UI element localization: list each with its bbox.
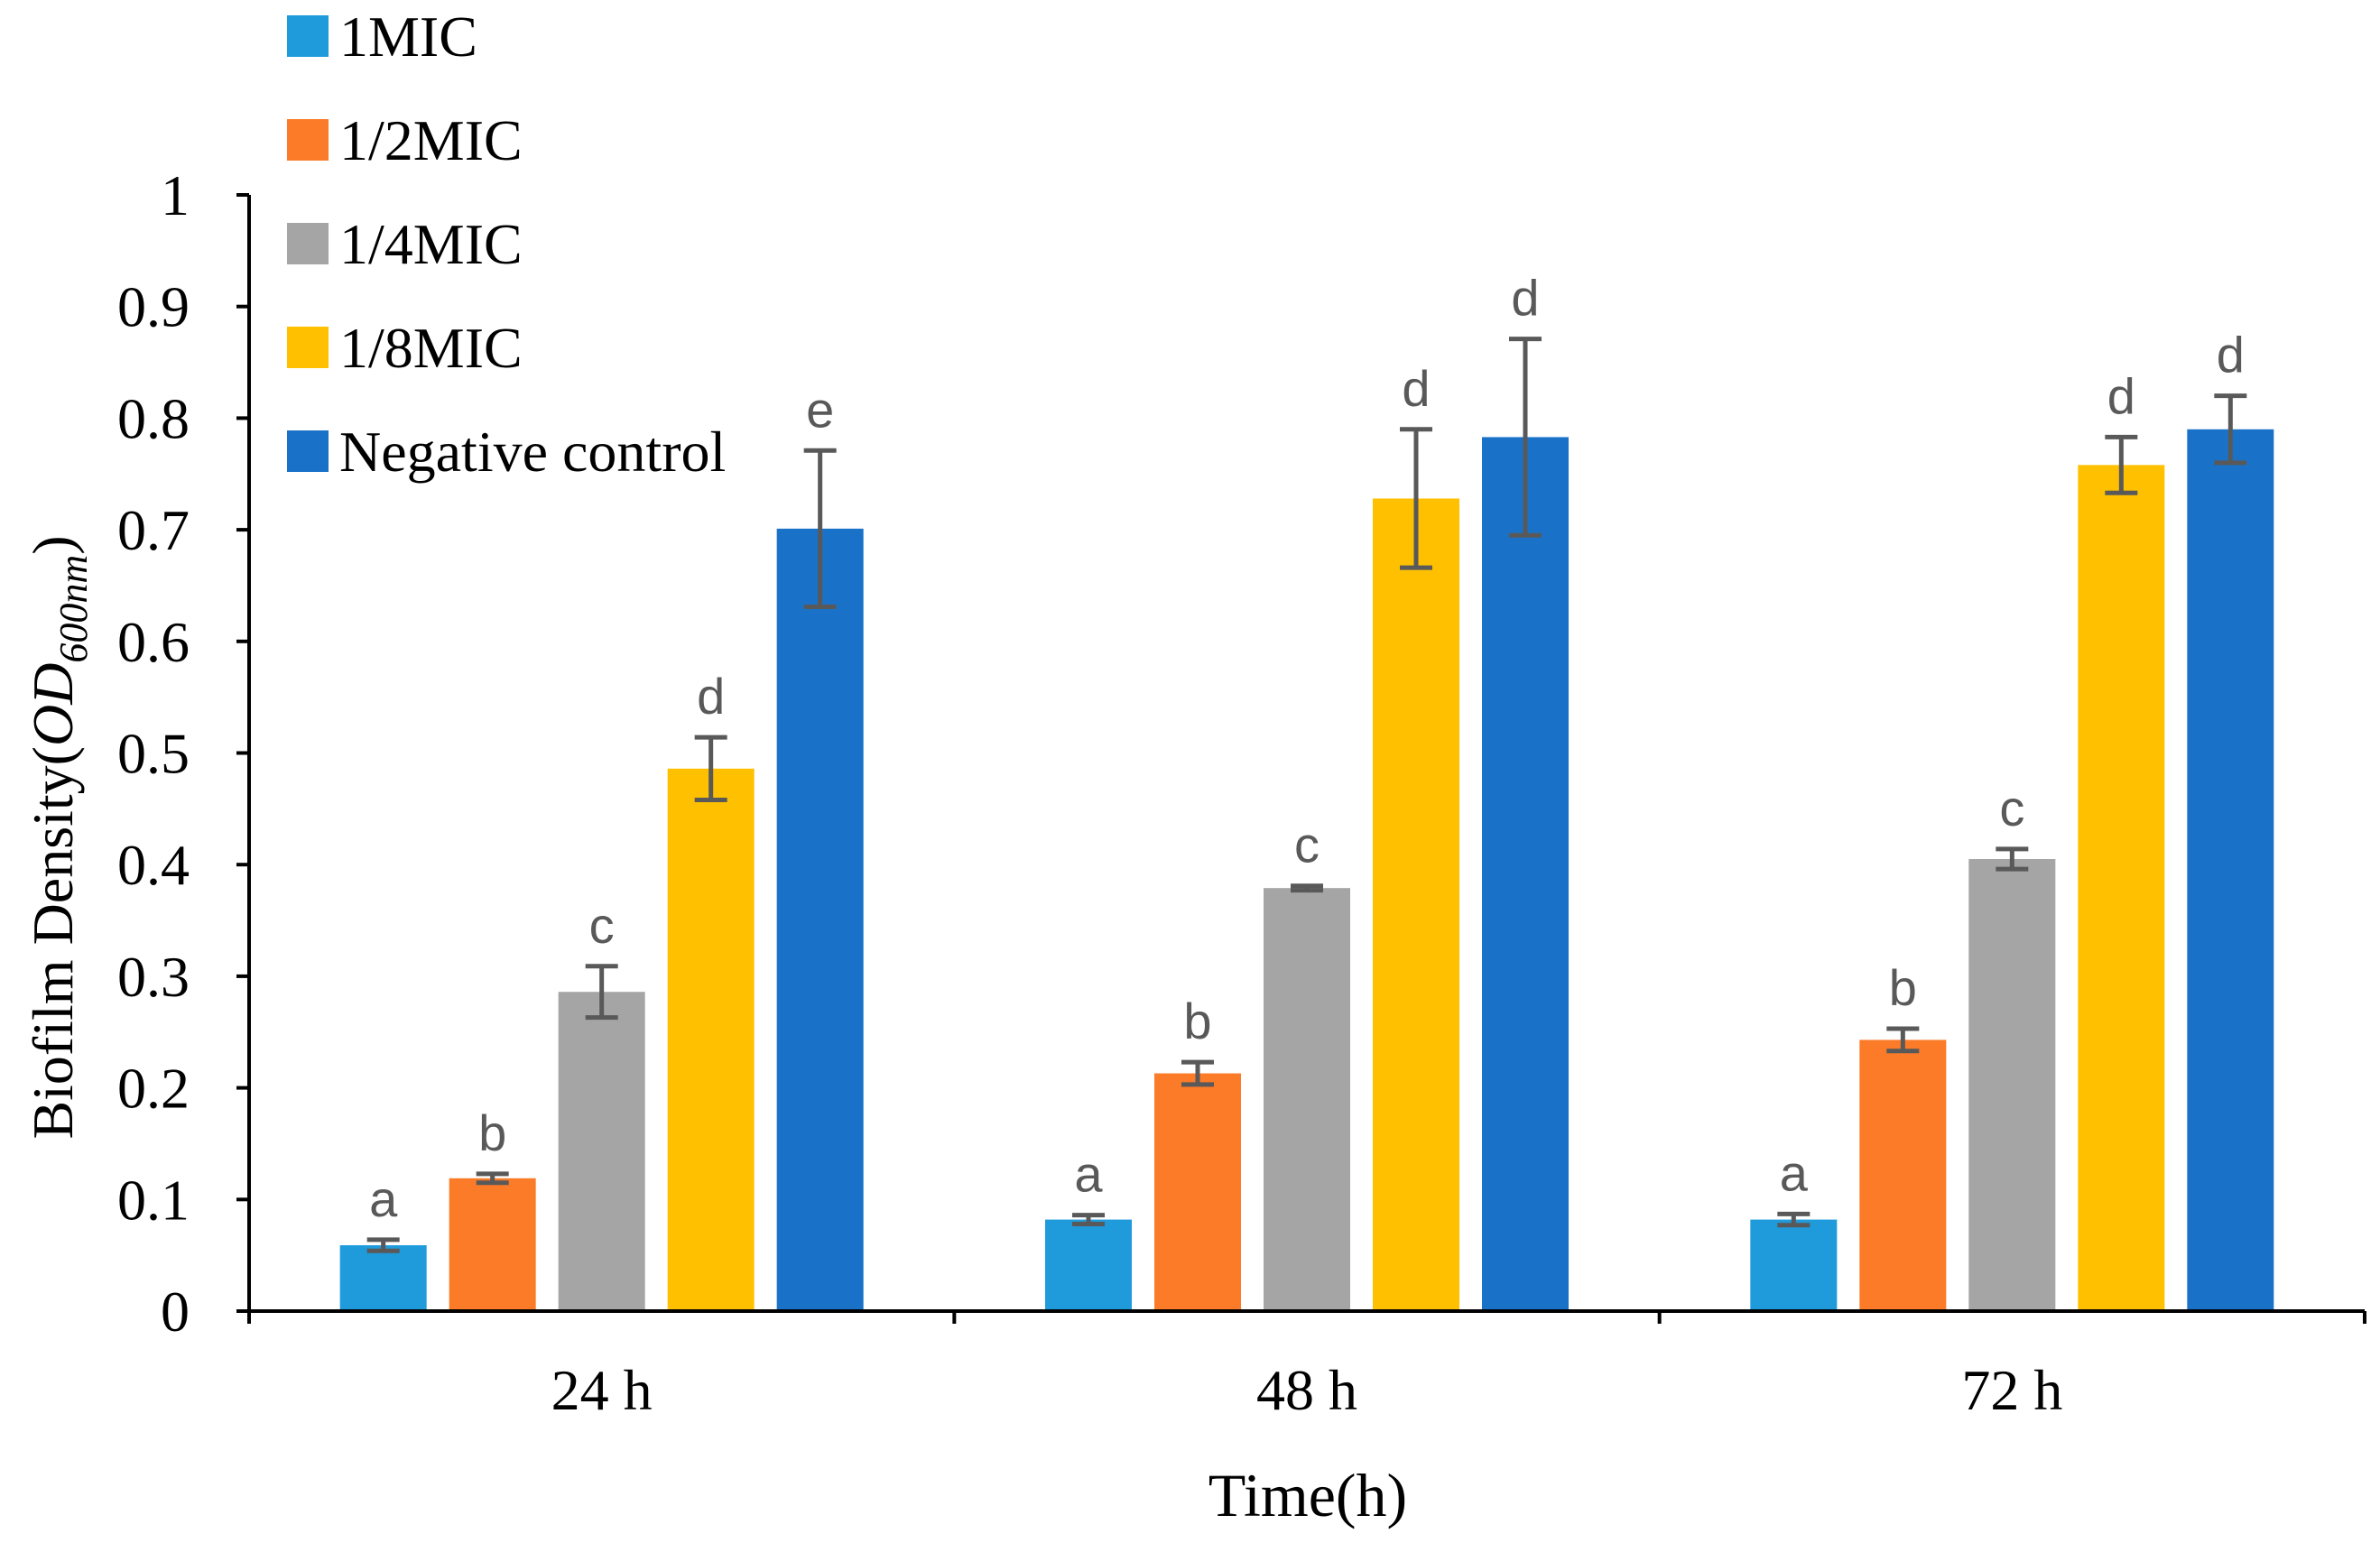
y-tick-label: 0.5 [117, 722, 190, 786]
significance-letters-layer: a a a b b b c c c d d d e d d [369, 270, 2245, 1227]
bar [339, 1245, 427, 1311]
error-bar [694, 735, 727, 802]
significance-letter: d [2217, 327, 2245, 383]
bars-layer [339, 429, 2274, 1312]
y-axis-title-subscript: 600nm [51, 555, 96, 663]
error-bars-layer [366, 337, 2247, 1253]
legend-swatch [287, 119, 329, 161]
legend-label: Negative control [339, 420, 726, 484]
error-bar [2214, 393, 2247, 466]
significance-letter: c [589, 897, 615, 954]
significance-letter: c [1999, 780, 2024, 836]
significance-letter: d [1402, 360, 1430, 417]
legend-label: 1/4MIC [339, 212, 523, 276]
y-tick-label: 0.8 [117, 386, 190, 450]
bar [449, 1178, 536, 1311]
y-axis-title: Biofilm Density(OD600nm) [21, 535, 96, 1139]
y-tick-label: 0.2 [117, 1057, 190, 1121]
significance-letter: a [1780, 1144, 1809, 1201]
error-bar [2105, 434, 2138, 495]
error-bar [476, 1171, 509, 1186]
error-bar [1291, 883, 1323, 893]
y-tick-label: 0.4 [117, 833, 190, 897]
bar [2078, 465, 2165, 1311]
x-tick-label: 48 h [1256, 1358, 1357, 1422]
legend-swatch [287, 223, 329, 264]
bar [1968, 859, 2056, 1311]
bar [1859, 1039, 1947, 1311]
legend: 1MIC 1/2MIC 1/4MIC 1/8MIC Negative control [287, 5, 726, 484]
y-tick-label: 0.1 [117, 1168, 190, 1232]
error-bar [1996, 846, 2029, 872]
x-tick-label: 72 h [1961, 1358, 2062, 1422]
legend-swatch [287, 327, 329, 368]
error-bar [366, 1237, 400, 1253]
legend-label: 1/2MIC [339, 108, 523, 172]
legend-label: 1/8MIC [339, 316, 523, 380]
y-axis-title-close: ) [21, 535, 85, 554]
y-tick-label: 0.9 [117, 275, 190, 339]
y-tick-label: 0.3 [117, 945, 190, 1009]
x-axis-title: Time(h) [1209, 1461, 1407, 1529]
error-bar [1509, 337, 1542, 538]
y-tick-label: 0 [161, 1280, 190, 1344]
axes-layer: 0 0.1 0.2 0.3 0.4 0.5 0.6 0.7 0.8 0.9 1 24 h 48 h 72 … [117, 163, 2366, 1422]
legend-label: 1MIC [339, 5, 477, 69]
legend-swatch [287, 430, 329, 472]
significance-letter: b [478, 1104, 506, 1161]
significance-letter: b [1889, 959, 1917, 1016]
x-tick-label: 24 h [551, 1358, 653, 1422]
bar [667, 768, 755, 1311]
legend-swatch [287, 15, 329, 57]
y-tick-label: 1 [161, 163, 190, 227]
significance-letter: a [369, 1170, 398, 1227]
error-bar [1400, 427, 1432, 570]
bar [1373, 498, 1459, 1311]
bar [2187, 429, 2274, 1311]
error-bar [1886, 1026, 1920, 1054]
error-bar [803, 448, 837, 609]
error-bar [1072, 1213, 1105, 1227]
bar [1750, 1219, 1838, 1311]
significance-letter: a [1074, 1146, 1103, 1203]
significance-letter: d [1511, 270, 1539, 327]
y-tick-label: 0.6 [117, 610, 190, 674]
bar [1045, 1219, 1132, 1311]
bar [1482, 437, 1569, 1312]
bar [776, 528, 864, 1311]
bar [558, 992, 645, 1311]
y-tick-label: 0.7 [117, 498, 190, 562]
significance-letter: d [697, 668, 725, 725]
significance-letter: b [1183, 993, 1211, 1049]
error-bar [1777, 1211, 1810, 1228]
error-bar [585, 964, 618, 1021]
significance-letter: e [806, 381, 834, 438]
significance-letter: c [1294, 817, 1320, 873]
significance-letter: d [2107, 367, 2135, 424]
y-axis-title-main: Biofilm Density( [21, 746, 85, 1140]
y-axis-title-italic: OD [21, 663, 85, 746]
bar [1154, 1073, 1241, 1311]
error-bar [1181, 1059, 1214, 1087]
bar [1264, 888, 1350, 1311]
